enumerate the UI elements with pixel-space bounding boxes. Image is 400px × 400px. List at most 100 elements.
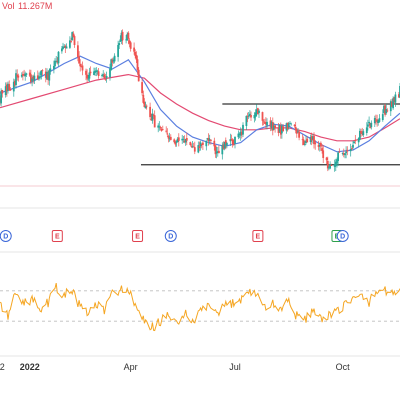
- candle-body: [349, 149, 352, 152]
- candle-body: [309, 137, 312, 142]
- candlestick: [250, 111, 252, 121]
- candle-body: [214, 145, 217, 155]
- candlestick: [310, 132, 313, 146]
- candle-body: [12, 81, 15, 92]
- candle-body: [117, 45, 119, 57]
- candlestick: [111, 57, 114, 67]
- candlestick: [16, 69, 19, 81]
- candle-body: [271, 122, 274, 131]
- candle-body: [54, 60, 56, 67]
- candlestick: [389, 99, 392, 116]
- candlestick: [175, 139, 178, 147]
- candle-body: [61, 48, 63, 52]
- candlestick: [182, 136, 185, 143]
- candlesticks: [0, 29, 400, 172]
- candle-body: [344, 153, 346, 156]
- candlestick: [242, 122, 244, 137]
- earnings-marker[interactable]: E: [132, 230, 144, 242]
- candlestick: [119, 35, 122, 43]
- candlestick: [398, 92, 400, 98]
- event-marker-letter: D: [3, 234, 8, 241]
- candle-body: [361, 132, 364, 134]
- candlestick: [277, 123, 280, 137]
- candle-body: [185, 138, 188, 141]
- candle-body: [362, 131, 365, 135]
- dividend-marker[interactable]: D: [0, 230, 12, 242]
- candle-body: [8, 84, 11, 90]
- dividend-marker[interactable]: D: [164, 230, 177, 242]
- candlestick: [213, 137, 216, 151]
- candle-body: [218, 150, 220, 154]
- dividend-marker[interactable]: D: [336, 230, 349, 242]
- candlestick: [150, 113, 153, 121]
- candle-body: [105, 76, 108, 78]
- candlestick: [4, 82, 7, 98]
- candlestick: [286, 122, 289, 132]
- candlestick: [232, 139, 235, 146]
- candlestick: [93, 67, 95, 76]
- candle-body: [129, 42, 132, 49]
- candle-body: [376, 119, 378, 123]
- earnings-marker[interactable]: E: [51, 230, 63, 242]
- candlestick: [95, 67, 98, 77]
- candlestick: [373, 115, 376, 127]
- candle-body: [56, 60, 59, 62]
- candle-body: [365, 127, 368, 133]
- candlestick: [231, 138, 234, 148]
- candle-body: [221, 145, 224, 155]
- candle-body: [46, 71, 48, 80]
- candlestick: [257, 107, 259, 115]
- candle-body: [262, 121, 265, 123]
- candlestick: [143, 98, 146, 108]
- candle-body: [14, 80, 16, 86]
- candle-body: [113, 55, 116, 62]
- event-marker-letter: E: [256, 234, 261, 241]
- candle-body: [32, 76, 35, 80]
- candlestick: [279, 122, 282, 139]
- candlestick: [44, 67, 47, 83]
- candlestick: [344, 153, 346, 159]
- candlestick: [12, 78, 15, 97]
- candle-body: [0, 91, 2, 104]
- candle-body: [109, 68, 111, 78]
- x-tick-label: 2: [0, 362, 5, 372]
- dividend-marker-shape: [0, 230, 12, 242]
- candlestick: [199, 140, 202, 151]
- candlestick: [30, 69, 32, 85]
- candlestick: [46, 68, 48, 80]
- candlestick: [293, 124, 296, 128]
- candle-body: [215, 151, 218, 154]
- candlestick: [320, 141, 322, 151]
- candlestick: [274, 124, 276, 133]
- candlestick: [370, 120, 373, 130]
- candle-body: [279, 125, 282, 135]
- candlestick: [129, 41, 132, 52]
- candle-body: [250, 115, 252, 118]
- candle-body: [31, 78, 33, 82]
- candle-body: [322, 150, 325, 158]
- candle-body: [305, 140, 307, 143]
- candlestick: [394, 91, 397, 107]
- candle-body: [318, 144, 321, 147]
- candle-body: [253, 115, 256, 119]
- candlestick: [294, 121, 297, 134]
- earnings-marker[interactable]: E: [252, 230, 264, 242]
- candlestick: [221, 142, 224, 160]
- candle-body: [133, 47, 135, 52]
- candlestick: [198, 141, 201, 152]
- candle-body: [62, 46, 64, 49]
- candlestick: [36, 70, 39, 81]
- candle-body: [161, 129, 164, 131]
- candlestick: [354, 135, 357, 145]
- candle-body: [314, 142, 317, 145]
- candlestick: [269, 117, 272, 132]
- candle-body: [246, 116, 249, 118]
- candlestick: [40, 70, 43, 80]
- candle-body: [152, 115, 155, 116]
- candle-body: [128, 40, 131, 44]
- candlestick: [265, 117, 267, 129]
- candlestick: [153, 110, 156, 128]
- candle-body: [207, 138, 210, 142]
